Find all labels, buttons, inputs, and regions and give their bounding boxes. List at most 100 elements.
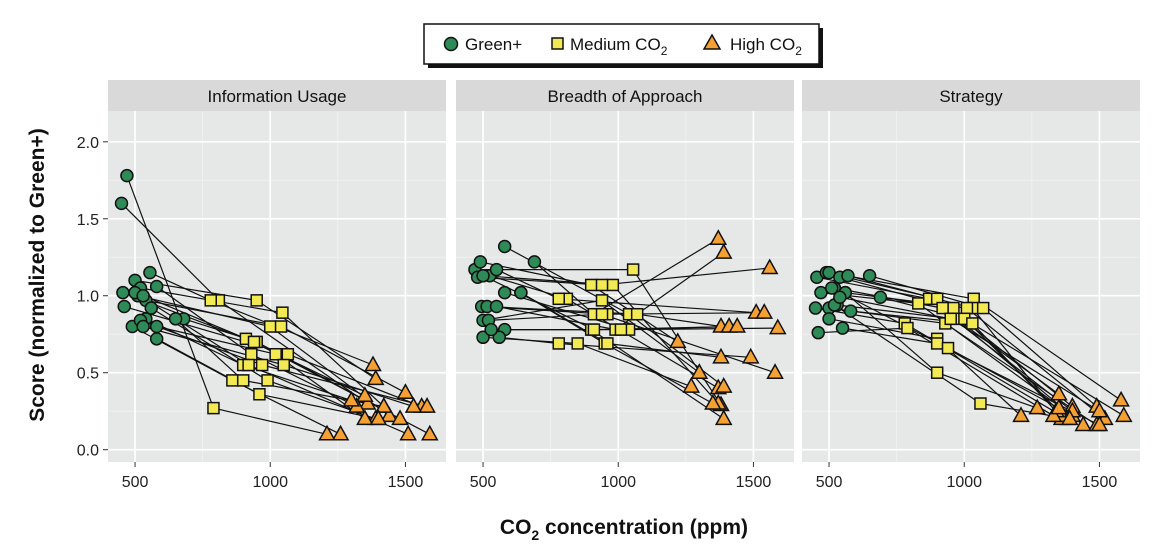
point-green (143, 265, 157, 280)
panel-title: Information Usage (208, 87, 347, 106)
point-medium-co2 (976, 301, 990, 315)
point-high-co2 (1050, 398, 1068, 415)
x-tick-label: 1000 (252, 474, 288, 491)
y-tick-label: 0.0 (77, 443, 99, 460)
point-high-co2 (1044, 406, 1063, 423)
point-medium-co2 (263, 320, 277, 333)
point-high-co2 (769, 318, 787, 335)
point-green (497, 239, 512, 254)
point-high-co2 (421, 424, 439, 441)
legend-label-green: Green+ (465, 35, 522, 54)
y-tick-label: 0.5 (77, 366, 99, 383)
point-green (149, 332, 164, 346)
panel-1: Information Usage 500 1000 1500 (108, 80, 446, 491)
point-high-co2 (356, 409, 374, 426)
panel-background (108, 111, 446, 462)
point-green (473, 255, 488, 269)
panel-2: Breadth of Approach 500 1000 1500 (456, 80, 794, 491)
point-medium-co2 (277, 358, 291, 372)
point-high-co2 (1012, 406, 1030, 423)
point-high-co2 (391, 409, 409, 426)
point-medium-co2 (274, 320, 288, 333)
panel-strip (802, 80, 1140, 111)
point-medium-co2 (614, 323, 628, 336)
point-green (114, 196, 129, 211)
point-green (497, 285, 512, 300)
y-tick-label: 1.5 (77, 212, 99, 229)
point-medium-co2 (606, 278, 620, 292)
x-tick-label: 1000 (600, 474, 636, 491)
legend-marker-high (702, 33, 722, 50)
point-green (149, 319, 164, 334)
point-medium-co2 (269, 347, 282, 361)
point-medium-co2 (584, 278, 598, 292)
point-high-co2 (375, 397, 393, 413)
point-green (808, 301, 823, 315)
x-tick-label: 500 (816, 474, 843, 491)
point-green (492, 330, 507, 345)
point-green (824, 281, 839, 295)
point-medium-co2 (250, 294, 263, 307)
point-green (484, 322, 498, 337)
point-high-co2 (364, 355, 382, 372)
point-high-co2 (356, 386, 374, 403)
legend: Green+ Medium CO2 High CO2 (423, 23, 823, 68)
point-medium-co2 (595, 307, 609, 321)
point-high-co2 (668, 332, 687, 349)
point-high-co2 (366, 369, 385, 386)
point-green (862, 268, 877, 283)
point-medium-co2 (966, 317, 979, 330)
point-medium-co2 (960, 301, 974, 315)
point-high-co2 (396, 383, 415, 399)
point-green (476, 330, 490, 345)
point-high-co2 (709, 229, 728, 246)
point-medium-co2 (255, 358, 269, 372)
point-high-co2 (714, 243, 733, 259)
panel-background (456, 111, 794, 462)
panel-title: Strategy (939, 87, 1003, 106)
point-medium-co2 (571, 337, 584, 350)
point-green (822, 312, 836, 326)
point-high-co2 (1028, 398, 1047, 415)
point-high-co2 (714, 409, 733, 426)
point-green (833, 290, 847, 305)
point-high-co2 (682, 377, 701, 393)
legend-label-high: High CO2 (730, 35, 802, 58)
point-green (136, 288, 150, 303)
point-medium-co2 (207, 401, 220, 415)
point-medium-co2 (242, 358, 255, 372)
point-medium-co2 (941, 341, 955, 355)
x-tick-label: 1000 (946, 474, 982, 491)
point-green (136, 319, 150, 334)
point-green (476, 268, 490, 283)
point-green (168, 312, 183, 326)
point-green (489, 299, 504, 314)
point-high-co2 (358, 393, 377, 410)
point-green (873, 290, 888, 305)
point-high-co2 (418, 397, 436, 413)
point-medium-co2 (595, 278, 609, 292)
point-medium-co2 (595, 294, 609, 307)
point-high-co2 (728, 316, 746, 333)
point-medium-co2 (912, 297, 925, 310)
panel-3: Strategy 500 1000 1500 (802, 80, 1140, 491)
x-tick-label: 1500 (388, 474, 424, 491)
point-medium-co2 (630, 307, 644, 321)
point-green (149, 279, 164, 294)
point-green (144, 301, 159, 315)
x-tick-label: 1500 (736, 474, 772, 491)
point-high-co2 (741, 347, 760, 364)
point-high-co2 (1115, 406, 1133, 423)
point-high-co2 (318, 424, 336, 441)
point-high-co2 (369, 409, 388, 426)
point-medium-co2 (601, 337, 614, 350)
panel-background (802, 111, 1140, 462)
point-medium-co2 (236, 374, 250, 387)
point-high-co2 (712, 347, 730, 364)
point-medium-co2 (247, 335, 261, 349)
point-green (116, 285, 130, 300)
point-medium-co2 (930, 366, 944, 379)
point-high-co2 (1090, 401, 1109, 418)
